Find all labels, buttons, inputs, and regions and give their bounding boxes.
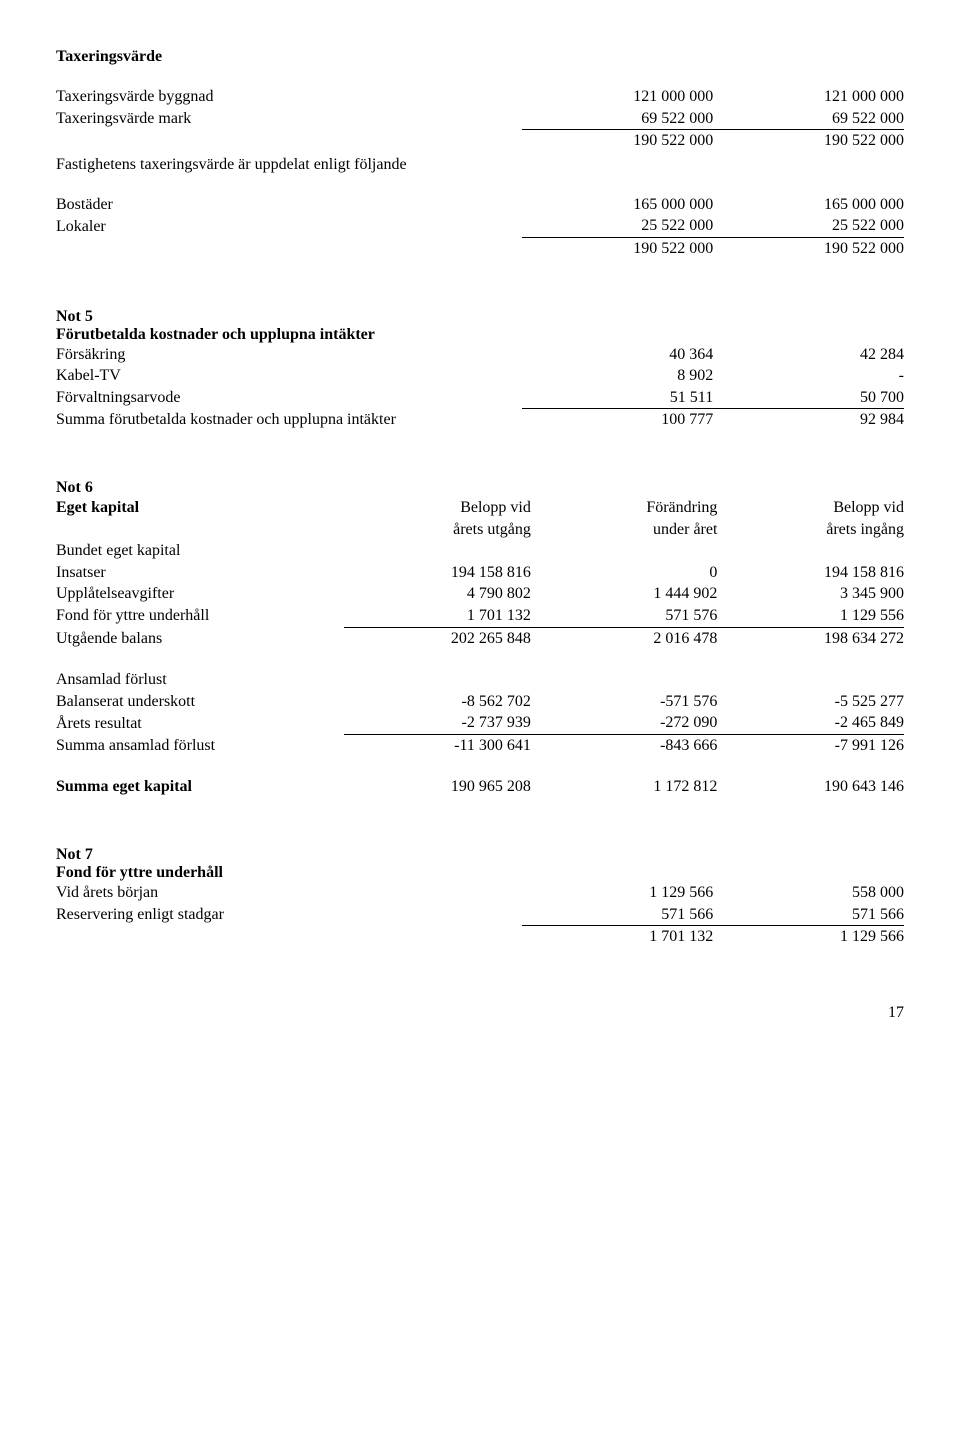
- row-value: 42 284: [713, 344, 904, 366]
- page-number: 17: [56, 1004, 904, 1022]
- not6-total-label: Summa eget kapital: [56, 776, 344, 798]
- row-value: -571 576: [531, 691, 718, 713]
- not6-total-c1: 190 965 208: [344, 776, 531, 798]
- not5-heading: Not 5: [56, 308, 904, 326]
- row-value: 25 522 000: [522, 215, 713, 237]
- tax-subheading: Fastighetens taxeringsvärde är uppdelat …: [56, 156, 904, 174]
- row-value: 8 902: [522, 365, 713, 387]
- row-value: 51 511: [522, 387, 713, 409]
- row-value: 121 000 000: [713, 86, 904, 108]
- row-value: 25 522 000: [713, 215, 904, 237]
- row-value: 92 984: [713, 409, 904, 431]
- row-label: Utgående balans: [56, 627, 344, 649]
- row-value: 1 129 566: [713, 926, 904, 948]
- row-value: 165 000 000: [713, 194, 904, 216]
- row-label: Balanserat underskott: [56, 691, 344, 713]
- col-header: Förändring: [531, 497, 718, 519]
- row-value: -5 525 277: [717, 691, 904, 713]
- row-value: -272 090: [531, 712, 718, 734]
- row-label: Bostäder: [56, 194, 522, 216]
- row-label: [56, 926, 522, 948]
- row-value: 190 522 000: [522, 237, 713, 259]
- row-value: -2 737 939: [344, 712, 531, 734]
- row-label: Förvaltningsarvode: [56, 387, 522, 409]
- tax-heading: Taxeringsvärde: [56, 48, 904, 66]
- row-value: 194 158 816: [717, 562, 904, 584]
- row-value: 1 701 132: [344, 605, 531, 627]
- col-header: årets utgång: [344, 519, 531, 541]
- row-value: 69 522 000: [522, 108, 713, 130]
- row-value: 571 566: [713, 904, 904, 926]
- col-header: Belopp vid: [717, 497, 904, 519]
- row-label: [56, 237, 522, 259]
- row-value: 194 158 816: [344, 562, 531, 584]
- row-label: Lokaler: [56, 215, 522, 237]
- not6-total-c3: 190 643 146: [717, 776, 904, 798]
- row-value: 1 701 132: [522, 926, 713, 948]
- row-value: 4 790 802: [344, 583, 531, 605]
- col-header: årets ingång: [717, 519, 904, 541]
- not5-subheading: Förutbetalda kostnader och upplupna intä…: [56, 326, 904, 344]
- row-value: -843 666: [531, 734, 718, 756]
- not6-table: Eget kapital Belopp vid Förändring Belop…: [56, 497, 904, 798]
- not6-total-c2: 1 172 812: [531, 776, 718, 798]
- row-value: -: [713, 365, 904, 387]
- row-label: Taxeringsvärde mark: [56, 108, 522, 130]
- row-value: 190 522 000: [713, 130, 904, 152]
- tax-table-2: Bostäder165 000 000165 000 000Lokaler25 …: [56, 194, 904, 260]
- tax-table-1: Taxeringsvärde byggnad121 000 000121 000…: [56, 86, 904, 152]
- row-label: Årets resultat: [56, 712, 344, 734]
- row-label: Taxeringsvärde byggnad: [56, 86, 522, 108]
- row-value: 571 576: [531, 605, 718, 627]
- not7-subheading: Fond för yttre underhåll: [56, 864, 904, 882]
- row-value: 100 777: [522, 409, 713, 431]
- row-label: Kabel-TV: [56, 365, 522, 387]
- not6-group1-heading: Bundet eget kapital: [56, 540, 344, 562]
- row-value: -2 465 849: [717, 712, 904, 734]
- not6-heading: Not 6: [56, 479, 904, 497]
- row-value: 50 700: [713, 387, 904, 409]
- row-label: Upplåtelseavgifter: [56, 583, 344, 605]
- row-value: 558 000: [713, 882, 904, 904]
- row-value: 3 345 900: [717, 583, 904, 605]
- row-value: 202 265 848: [344, 627, 531, 649]
- not5-table: Försäkring40 36442 284 Kabel-TV8 902- Förv…: [56, 344, 904, 431]
- not7-heading: Not 7: [56, 846, 904, 864]
- col-header: Belopp vid: [344, 497, 531, 519]
- row-value: 190 522 000: [713, 237, 904, 259]
- row-label: [56, 130, 522, 152]
- row-value: 165 000 000: [522, 194, 713, 216]
- row-value: 0: [531, 562, 718, 584]
- row-value: 1 444 902: [531, 583, 718, 605]
- row-value: 198 634 272: [717, 627, 904, 649]
- row-value: -8 562 702: [344, 691, 531, 713]
- row-label: Summa ansamlad förlust: [56, 734, 344, 756]
- row-value: -11 300 641: [344, 734, 531, 756]
- row-label: Vid årets början: [56, 882, 522, 904]
- row-label: Insatser: [56, 562, 344, 584]
- row-label: Reservering enligt stadgar: [56, 904, 522, 926]
- row-label: Fond för yttre underhåll: [56, 605, 344, 627]
- not7-table: Vid årets början1 129 566558 000Reserver…: [56, 882, 904, 948]
- row-value: 40 364: [522, 344, 713, 366]
- row-value: 2 016 478: [531, 627, 718, 649]
- not6-group2-heading: Ansamlad förlust: [56, 669, 344, 691]
- row-value: -7 991 126: [717, 734, 904, 756]
- not6-title: Eget kapital: [56, 497, 344, 519]
- row-value: 190 522 000: [522, 130, 713, 152]
- row-value: 571 566: [522, 904, 713, 926]
- col-header: under året: [531, 519, 718, 541]
- row-label: Summa förutbetalda kostnader och upplupn…: [56, 409, 522, 431]
- row-value: 1 129 566: [522, 882, 713, 904]
- row-value: 69 522 000: [713, 108, 904, 130]
- row-value: 121 000 000: [522, 86, 713, 108]
- row-label: Försäkring: [56, 344, 522, 366]
- row-value: 1 129 556: [717, 605, 904, 627]
